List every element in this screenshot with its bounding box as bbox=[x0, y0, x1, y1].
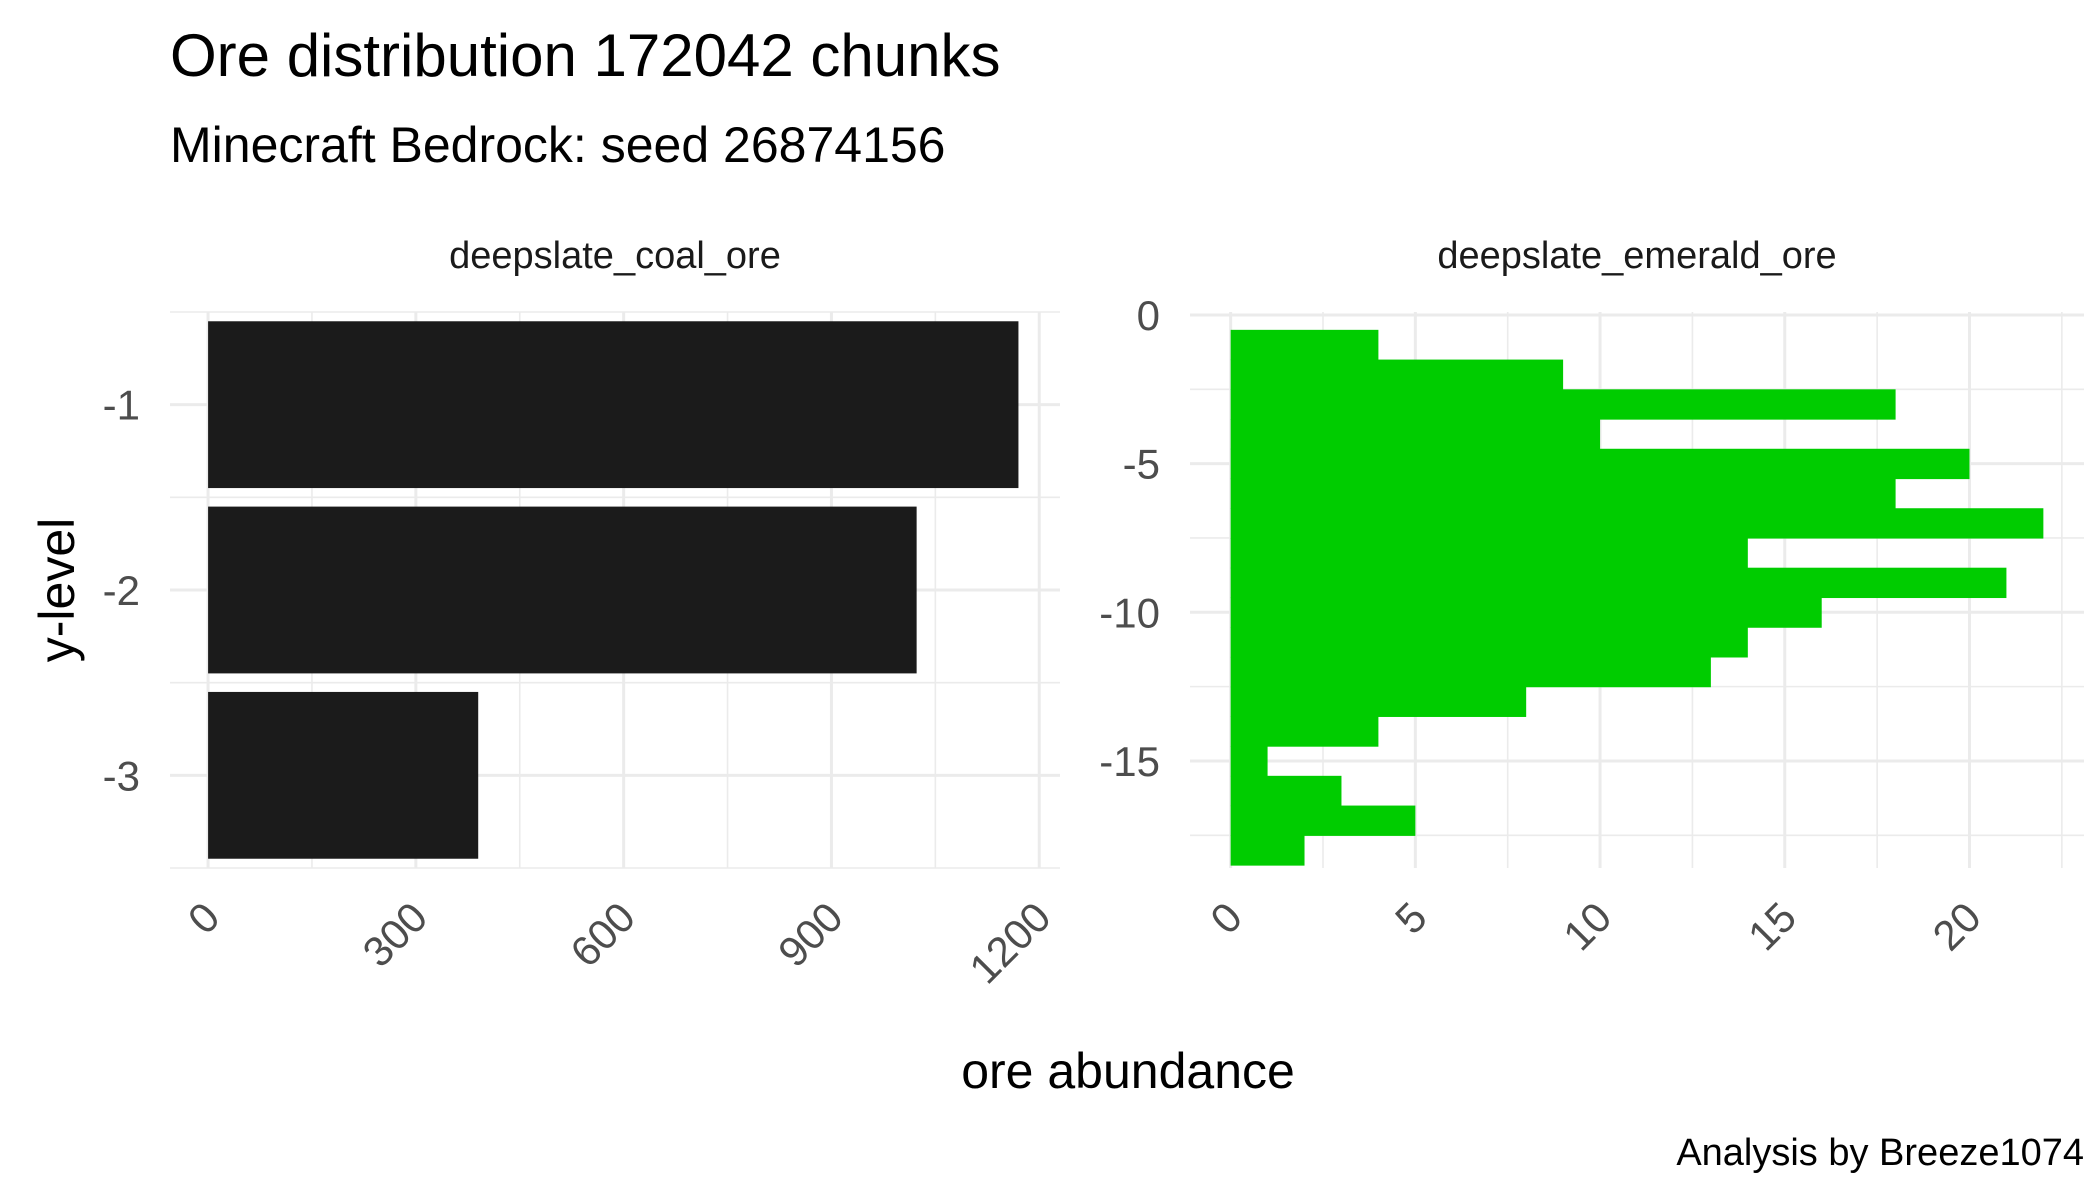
bar-y-15 bbox=[1230, 746, 1268, 777]
bar-y-1 bbox=[1230, 329, 1379, 361]
y-tick-label: -5 bbox=[1123, 441, 1160, 488]
bar-y-17 bbox=[1230, 805, 1416, 836]
y-tick-label: -1 bbox=[103, 382, 140, 429]
chart-title: Ore distribution 172042 chunks bbox=[170, 22, 1001, 89]
chart-subtitle: Minecraft Bedrock: seed 26874156 bbox=[170, 117, 946, 173]
bar-y-11 bbox=[1230, 627, 1748, 658]
bar-y-5 bbox=[1230, 448, 1970, 480]
bar-y-4 bbox=[1230, 419, 1601, 450]
y-tick-label: -3 bbox=[103, 752, 140, 799]
x-tick-label: 15 bbox=[1739, 893, 1805, 959]
bar-y-6 bbox=[1230, 478, 1896, 509]
x-tick-label: 600 bbox=[561, 893, 644, 976]
bar--3 bbox=[208, 691, 479, 859]
bar-y-3 bbox=[1230, 389, 1896, 420]
bar-y-9 bbox=[1230, 567, 2007, 599]
y-tick-label: 0 bbox=[1137, 292, 1160, 339]
x-axis-title: ore abundance bbox=[961, 1043, 1295, 1099]
bar-y-10 bbox=[1230, 597, 1822, 628]
y-axis-title: y-level bbox=[29, 518, 85, 662]
bar-y-8 bbox=[1230, 537, 1748, 569]
x-tick-label: 1200 bbox=[960, 893, 1059, 992]
x-tick-label: 300 bbox=[353, 893, 436, 976]
x-tick-label: 5 bbox=[1386, 893, 1436, 943]
bar-y-16 bbox=[1230, 775, 1342, 807]
y-tick-label: -15 bbox=[1099, 738, 1160, 785]
panel-deepslate-emerald-ore: deepslate_emerald_ore 0 -5 -10 -15 0 5 10 15 20 bbox=[1099, 235, 2084, 959]
bar--2 bbox=[208, 506, 917, 674]
y-tick-label: -2 bbox=[103, 567, 140, 614]
panel-title: deepslate_coal_ore bbox=[449, 235, 781, 277]
bar--1 bbox=[208, 321, 1019, 489]
x-tick-label: 900 bbox=[769, 893, 852, 976]
x-tick-label: 10 bbox=[1554, 893, 1620, 959]
bar-y-2 bbox=[1230, 359, 1564, 390]
bar-y-14 bbox=[1230, 716, 1379, 747]
chart-caption: Analysis by Breeze1074 bbox=[1676, 1132, 2084, 1174]
bar-y-13 bbox=[1230, 686, 1527, 717]
bar-y-7 bbox=[1230, 508, 2044, 539]
bar-y-12 bbox=[1230, 656, 1711, 688]
panel-deepslate-coal-ore: deepslate_coal_ore -1 -2 -3 0 300 600 900 1200 bbox=[103, 235, 1060, 992]
panel-title: deepslate_emerald_ore bbox=[1437, 235, 1836, 277]
x-tick-label: 0 bbox=[179, 893, 229, 943]
x-tick-label: 0 bbox=[1201, 893, 1251, 943]
y-tick-label: -10 bbox=[1099, 589, 1160, 636]
x-tick-label: 20 bbox=[1924, 893, 1990, 959]
bar-y-18 bbox=[1230, 835, 1305, 866]
